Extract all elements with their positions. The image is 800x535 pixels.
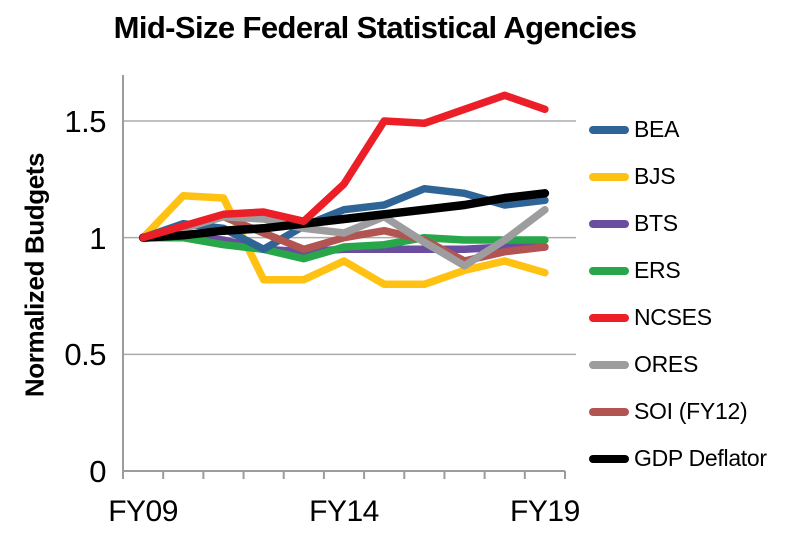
legend-label: GDP Deflator: [634, 445, 767, 471]
series-line-ncses: [139, 91, 549, 242]
legend-swatch: [589, 407, 629, 416]
legend-item-gdp-deflator: GDP Deflator: [589, 444, 767, 474]
x-tick-label-FY14: FY14: [309, 495, 379, 528]
legend-swatch: [589, 360, 629, 369]
y-tick-label-1: 1: [89, 220, 106, 256]
legend-swatch: [589, 219, 629, 228]
legend-swatch: [589, 125, 629, 134]
legend-label: SOI (FY12): [634, 398, 748, 424]
legend-label: ERS: [634, 257, 681, 283]
legend-label: BEA: [634, 116, 680, 142]
legend-item-bts: BTS: [589, 209, 678, 239]
series-line-bea: [139, 184, 549, 254]
y-tick-label-0.5: 0.5: [64, 337, 106, 373]
legend-item-bea: BEA: [589, 115, 679, 145]
legend-item-ores: ORES: [589, 350, 698, 380]
legend-label: NCSES: [634, 304, 712, 330]
chart-title: Mid-Size Federal Statistical Agencies: [113, 10, 637, 45]
series-line-ers: [139, 233, 549, 263]
series-line-bjs: [139, 191, 549, 289]
legend-swatch: [589, 266, 629, 275]
legend-label: BTS: [634, 210, 678, 236]
legend-swatch: [589, 454, 629, 463]
y-tick-label-0: 0: [89, 454, 106, 489]
x-tick-label-FY19: FY19: [510, 495, 580, 528]
legend-item-soi-fy12: SOI (FY12): [589, 397, 748, 427]
series-line-gdp-deflator: [138, 189, 550, 242]
y-tick-label-1.5: 1.5: [64, 104, 106, 139]
legend-item-ers: ERS: [589, 256, 681, 286]
legend-swatch: [589, 313, 629, 322]
x-tick-label-FY09: FY09: [108, 495, 178, 528]
legend-item-ncses: NCSES: [589, 303, 712, 333]
legend-item-bjs: BJS: [589, 162, 676, 192]
legend-label: BJS: [634, 163, 676, 189]
legend-swatch: [589, 172, 629, 181]
legend-label: ORES: [634, 351, 698, 377]
